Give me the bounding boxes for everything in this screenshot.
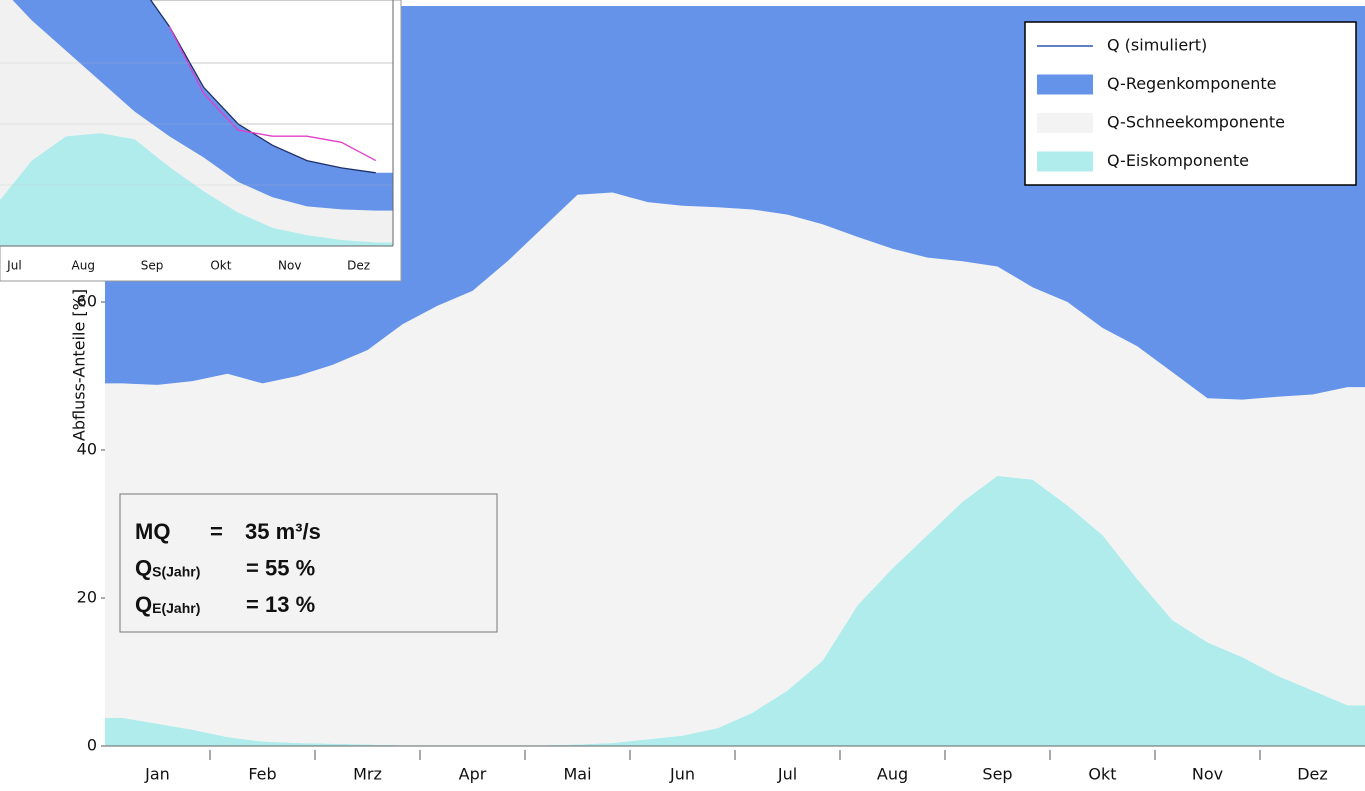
info-symbol-main: Q	[135, 592, 152, 617]
area	[105, 192, 1365, 746]
legend-label: Q (simuliert)	[1107, 36, 1207, 55]
info-subscript: S(Jahr)	[152, 563, 200, 579]
plot	[0, 0, 393, 246]
info-symbol: MQ	[135, 519, 170, 544]
x-tick-label: Jan	[144, 765, 170, 784]
y-tick-label: 40	[77, 440, 97, 459]
x-tick-label: Sep	[982, 765, 1012, 784]
info-symbol: QE(Jahr)	[135, 592, 200, 617]
info-symbol-main: Q	[135, 555, 152, 580]
x-tick-label: Mrz	[353, 765, 382, 784]
x-tick-label: Mai	[563, 765, 591, 784]
info-subscript: E(Jahr)	[152, 600, 200, 616]
x-tick-label: Aug	[72, 259, 95, 273]
info-eq: =	[210, 519, 223, 544]
x-tick-label: Aug	[877, 765, 908, 784]
x-tick-label: Okt	[1088, 765, 1116, 784]
x-tick-label: Feb	[248, 765, 276, 784]
x-tick-label: Jun	[669, 765, 695, 784]
x-tick-label: Okt	[210, 259, 231, 273]
y-axis-label: Abfluss-Anteile [%]	[70, 289, 89, 441]
x-tick-label: Nov	[1192, 765, 1223, 784]
x-tick-label: Apr	[459, 765, 487, 784]
info-value: 13 %	[265, 592, 315, 617]
y-tick-label: 0	[87, 736, 97, 755]
legend-label: Q-Eiskomponente	[1107, 151, 1249, 170]
info-value: 55 %	[265, 555, 315, 580]
inset-chart: Jul Aug Sep Okt Nov Dez	[0, 0, 402, 282]
x-tick-label: Sep	[141, 259, 164, 273]
legend-swatch	[1037, 74, 1093, 95]
info-eq: =	[246, 555, 259, 580]
line	[168, 26, 377, 162]
x-tick-label: Dez	[1297, 765, 1328, 784]
x-tick-label: Jul	[777, 765, 797, 784]
area	[12, 0, 393, 211]
info-eq: =	[246, 592, 259, 617]
x-tick-label: Nov	[278, 259, 301, 273]
line	[149, 0, 376, 174]
area	[0, 0, 393, 243]
legend-label: Q-Regenkomponente	[1107, 74, 1276, 93]
area	[105, 475, 1365, 746]
y-tick-label: 20	[77, 588, 97, 607]
legend-label: Q-Schneekomponente	[1107, 113, 1285, 132]
y-tick-label: 60	[77, 292, 97, 311]
info-symbol-main: MQ	[135, 519, 170, 544]
x-tick-label: Jul	[6, 259, 21, 273]
legend-swatch	[1037, 113, 1093, 133]
legend-swatch	[1037, 151, 1093, 172]
area	[0, 133, 393, 246]
info-value: 35 m³/s	[245, 519, 321, 544]
info-symbol: QS(Jahr)	[135, 555, 200, 580]
x-tick-label: Dez	[347, 259, 370, 273]
info-box	[119, 493, 498, 633]
